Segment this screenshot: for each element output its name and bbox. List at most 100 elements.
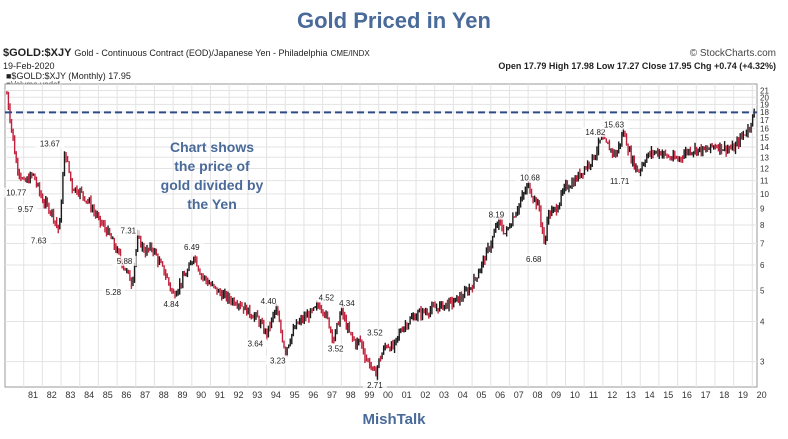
- annotation-label: 3.64: [248, 340, 264, 349]
- x-tick-label: 82: [47, 390, 57, 400]
- x-tick-label: 94: [271, 390, 281, 400]
- y-tick-label: 5: [760, 286, 765, 295]
- x-tick-label: 89: [177, 390, 187, 400]
- exchange-label: CME/INDX: [330, 49, 370, 58]
- annotation-bg: [159, 298, 184, 309]
- ohlc-readout: Open 17.79 High 17.98 Low 17.27 Close 17…: [498, 61, 776, 71]
- annotation-bg: [484, 209, 509, 220]
- chart-note-line: the Yen: [187, 196, 237, 212]
- annotation-bg: [362, 379, 387, 390]
- y-tick-label: 7: [760, 240, 765, 249]
- x-tick-label: 14: [645, 390, 655, 400]
- footer-brand: MishTalk: [362, 411, 426, 428]
- x-tick-label: 87: [140, 390, 150, 400]
- x-tick-label: 13: [626, 390, 636, 400]
- x-tick-label: 95: [290, 390, 300, 400]
- x-tick-label: 06: [495, 390, 505, 400]
- y-tick-label: 4: [760, 318, 765, 327]
- x-tick-label: 81: [28, 390, 38, 400]
- x-tick-label: 90: [196, 390, 206, 400]
- x-tick-label: 17: [701, 390, 711, 400]
- chart-note: Chart shows the price of gold divided by th…: [161, 139, 264, 212]
- x-tick-label: 09: [551, 390, 561, 400]
- annotation-bg: [362, 327, 387, 338]
- y-tick-label: 21: [760, 86, 769, 95]
- x-tick-label: 15: [663, 390, 673, 400]
- stockcharts-brand: © StockCharts.com: [690, 48, 776, 59]
- annotation-label: 4.34: [339, 299, 355, 308]
- y-tick-label: 13: [760, 153, 769, 162]
- y-tick-label: 14: [760, 143, 769, 152]
- x-tick-label: 02: [420, 390, 430, 400]
- x-tick-label: 83: [65, 390, 75, 400]
- x-tick-label: 88: [159, 390, 169, 400]
- x-tick-label: 10: [570, 390, 580, 400]
- annotation-bg: [179, 242, 204, 253]
- y-tick-label: 12: [760, 164, 769, 173]
- x-tick-label: 05: [476, 390, 486, 400]
- source-text: © StockCharts.com: [689, 48, 776, 59]
- annotation-label: 9.57: [18, 205, 34, 214]
- y-tick-label: 11: [760, 177, 769, 186]
- annotation-label: 4.84: [163, 300, 179, 309]
- annotation-label: 10.77: [6, 189, 27, 198]
- annotation-label: 11.71: [610, 177, 630, 186]
- x-tick-label: 18: [719, 390, 729, 400]
- chart-title: Gold Priced in Yen: [297, 8, 491, 33]
- x-tick-label: 92: [234, 390, 244, 400]
- annotation-label: 4.40: [261, 297, 277, 306]
- annotation-bg: [243, 338, 268, 349]
- x-tick-label: 86: [121, 390, 131, 400]
- x-axis: 81 82 83 84 85 86 87 88 89 90 91 92 93 94 95 96 97 98 99 00…: [28, 390, 767, 400]
- symbol-label: $GOLD:$XJY Gold - Continuous Contract (E…: [3, 47, 370, 59]
- annotation-bg: [605, 175, 635, 186]
- annotation-label: 10.68: [520, 174, 541, 183]
- grid: [5, 84, 757, 387]
- price-series: [6, 91, 755, 382]
- annotation-bg: [515, 172, 545, 183]
- annotation-label: 8.19: [489, 211, 505, 220]
- annotation-bg: [116, 225, 141, 236]
- x-tick-label: 07: [514, 390, 524, 400]
- x-tick-label: 19: [738, 390, 748, 400]
- x-tick-label: 11: [589, 390, 598, 400]
- x-tick-label: 20: [757, 390, 767, 400]
- chart-note-line: Chart shows: [170, 139, 254, 155]
- x-tick-label: 85: [103, 390, 113, 400]
- symbol-description: Gold - Continuous Contract (EOD)/Japanes…: [74, 48, 328, 58]
- annotation-label: 13.67: [40, 139, 61, 148]
- x-tick-label: 97: [327, 390, 337, 400]
- annotation-label: 7.31: [121, 227, 137, 236]
- annotation-label: 3.23: [270, 356, 286, 365]
- annotation-bg: [26, 235, 51, 246]
- date-label: 19-Feb-2020: [3, 61, 55, 71]
- annotation-label: 6.68: [526, 255, 542, 264]
- legend-price: ■$GOLD:$XJY (Monthly) 17.95: [6, 71, 131, 81]
- annotation-label: 15.63: [604, 121, 625, 130]
- chart-note-line: gold divided by: [161, 177, 264, 193]
- x-tick-label: 00: [383, 390, 393, 400]
- x-tick-label: 91: [215, 390, 225, 400]
- annotation-bg: [101, 286, 126, 297]
- y-tick-label: 6: [760, 261, 765, 270]
- annotation-bg: [13, 203, 38, 214]
- x-tick-label: 93: [252, 390, 262, 400]
- x-tick-label: 98: [346, 390, 356, 400]
- annotation-label: 4.52: [319, 293, 335, 302]
- annotation-bg: [323, 343, 348, 354]
- y-tick-label: 15: [760, 133, 769, 142]
- symbol-text: $GOLD:$XJY: [3, 47, 72, 59]
- annotation-bg: [521, 254, 546, 265]
- x-tick-label: 96: [308, 390, 318, 400]
- annotation-bg: [112, 255, 137, 266]
- y-tick-label: 17: [760, 116, 769, 125]
- annotation-bg: [265, 355, 290, 366]
- y-tick-label: 3: [760, 358, 765, 367]
- annotation-bg: [580, 127, 610, 138]
- annotation-bg: [35, 138, 65, 149]
- annotation-label: 3.52: [367, 328, 383, 337]
- annotation-label: 2.71: [367, 381, 383, 390]
- annotation-label: 5.88: [117, 257, 133, 266]
